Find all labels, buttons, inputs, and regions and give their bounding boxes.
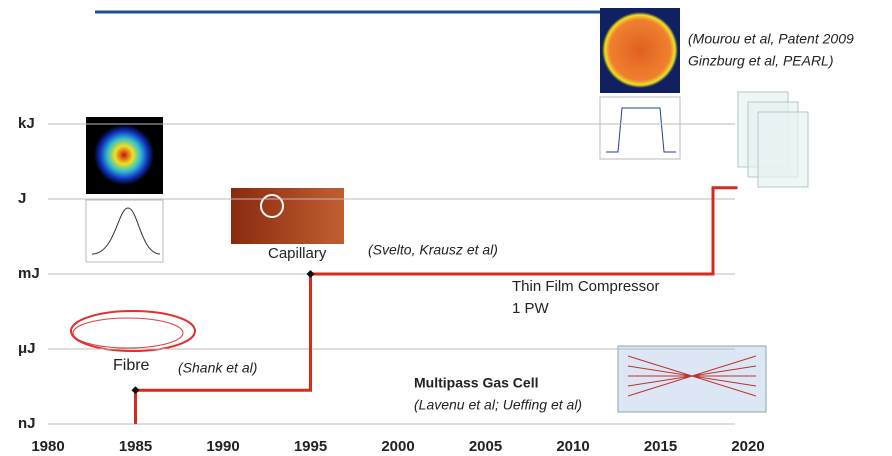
point-marker [306,270,315,278]
y-tick-label: J [18,190,26,207]
annotation: Multipass Gas Cell [414,375,538,391]
annotation: Fibre [113,357,150,374]
y-tick-label: mJ [18,265,40,282]
annotation: (Shank et al) [178,360,257,376]
x-tick-label: 2010 [556,438,589,455]
x-tick-label: 2005 [469,438,502,455]
x-tick-label: 2000 [381,438,414,455]
illustrations [70,8,809,413]
annotation: Thin Film Compressor [512,278,660,295]
y-tick-label: μJ [18,340,36,357]
point-marker [131,386,140,395]
annotation: (Mourou et al, Patent 2009 [688,31,854,47]
x-tick-label: 1985 [119,438,152,455]
annotation: (Lavenu et al; Ueffing et al) [414,397,582,413]
y-tick-label: nJ [18,415,36,432]
annotation: 1 PW [512,300,550,317]
annotation: Capillary [268,245,327,262]
y-tick-label: kJ [18,115,35,132]
x-tick-label: 1995 [294,438,327,455]
annotation: (Svelto, Krausz et al) [368,242,498,258]
x-tick-label: 2020 [731,438,764,455]
x-tick-label: 2015 [644,438,677,455]
x-tick-label: 1990 [206,438,239,455]
x-tick-label: 1980 [31,438,64,455]
annotation: Ginzburg et al, PEARL) [688,53,834,69]
